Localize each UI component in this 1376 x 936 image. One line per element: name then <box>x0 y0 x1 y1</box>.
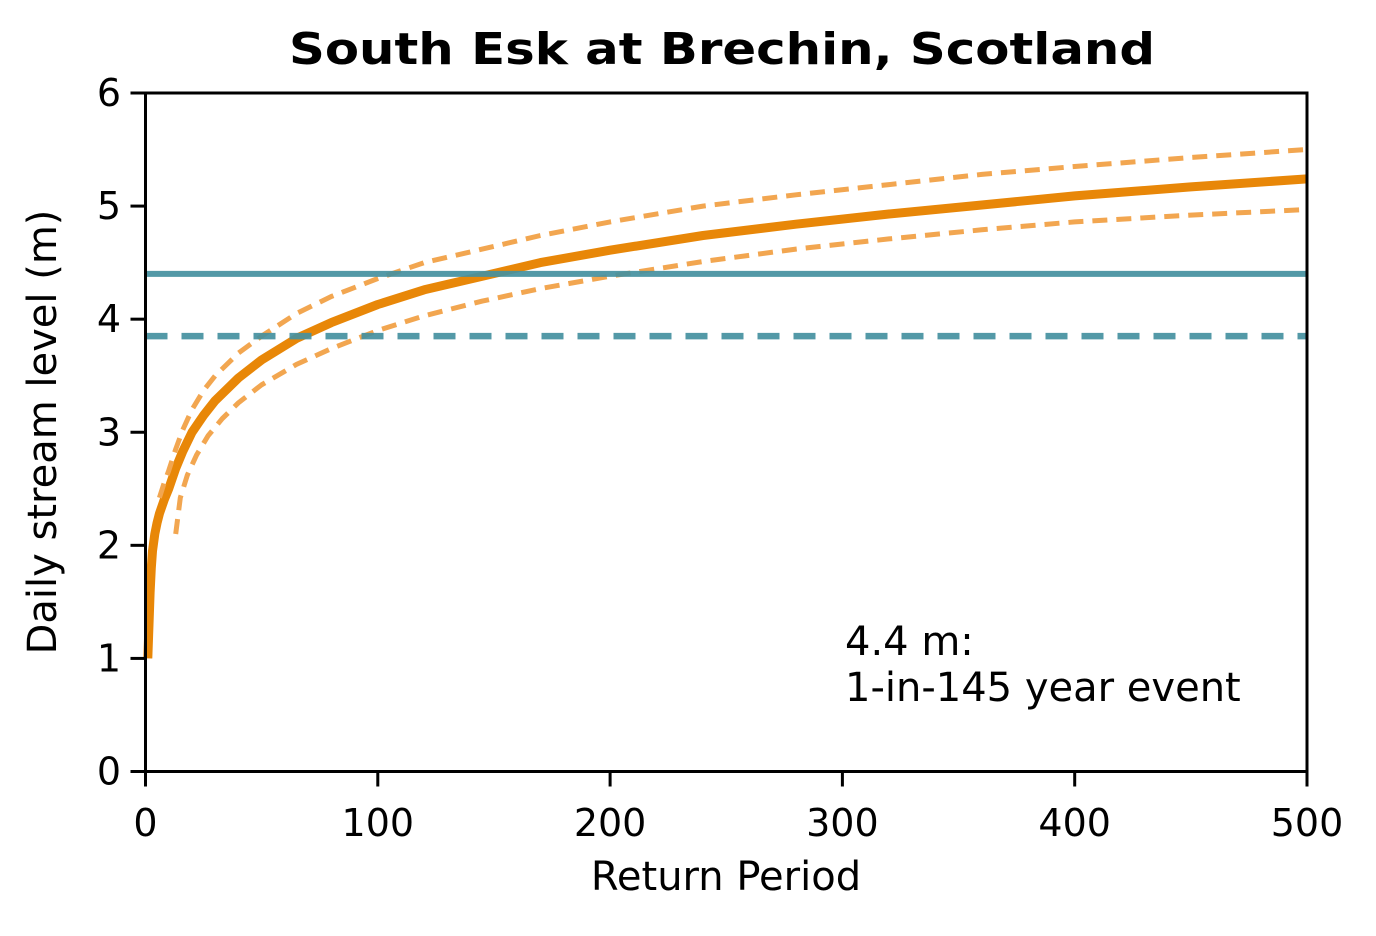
y-tick-label: 6 <box>97 71 121 115</box>
x-tick-label: 200 <box>574 801 647 845</box>
x-tick-label: 0 <box>133 801 157 845</box>
plot-spines <box>144 91 1309 773</box>
x-tick-label: 400 <box>1038 801 1111 845</box>
axis-layer: 0 100 200 300 400 500 0 1 2 3 4 5 6 <box>97 71 1343 845</box>
return-level-curve <box>143 174 1308 659</box>
y-tick-label: 0 <box>97 750 121 794</box>
y-tick-label: 4 <box>97 297 121 341</box>
y-tick-label: 3 <box>97 410 121 454</box>
x-tick-label: 500 <box>1271 801 1344 845</box>
y-tick-label: 2 <box>97 523 121 567</box>
annotation-line2: 1-in-145 year event <box>845 665 1241 711</box>
y-tick-label: 1 <box>97 636 121 680</box>
annotation-line1: 4.4 m: <box>845 619 974 665</box>
lower-confidence-band <box>173 207 1308 535</box>
y-tick-label: 5 <box>97 184 121 228</box>
x-axis-label: Return Period <box>591 854 861 900</box>
x-tick-label: 100 <box>342 801 415 845</box>
series-layer <box>143 147 1308 659</box>
y-axis-label: Daily stream level (m) <box>20 210 66 655</box>
chart-title: South Esk at Brechin, Scotland <box>289 24 1155 75</box>
upper-confidence-band <box>157 147 1308 499</box>
x-tick-label: 300 <box>806 801 879 845</box>
